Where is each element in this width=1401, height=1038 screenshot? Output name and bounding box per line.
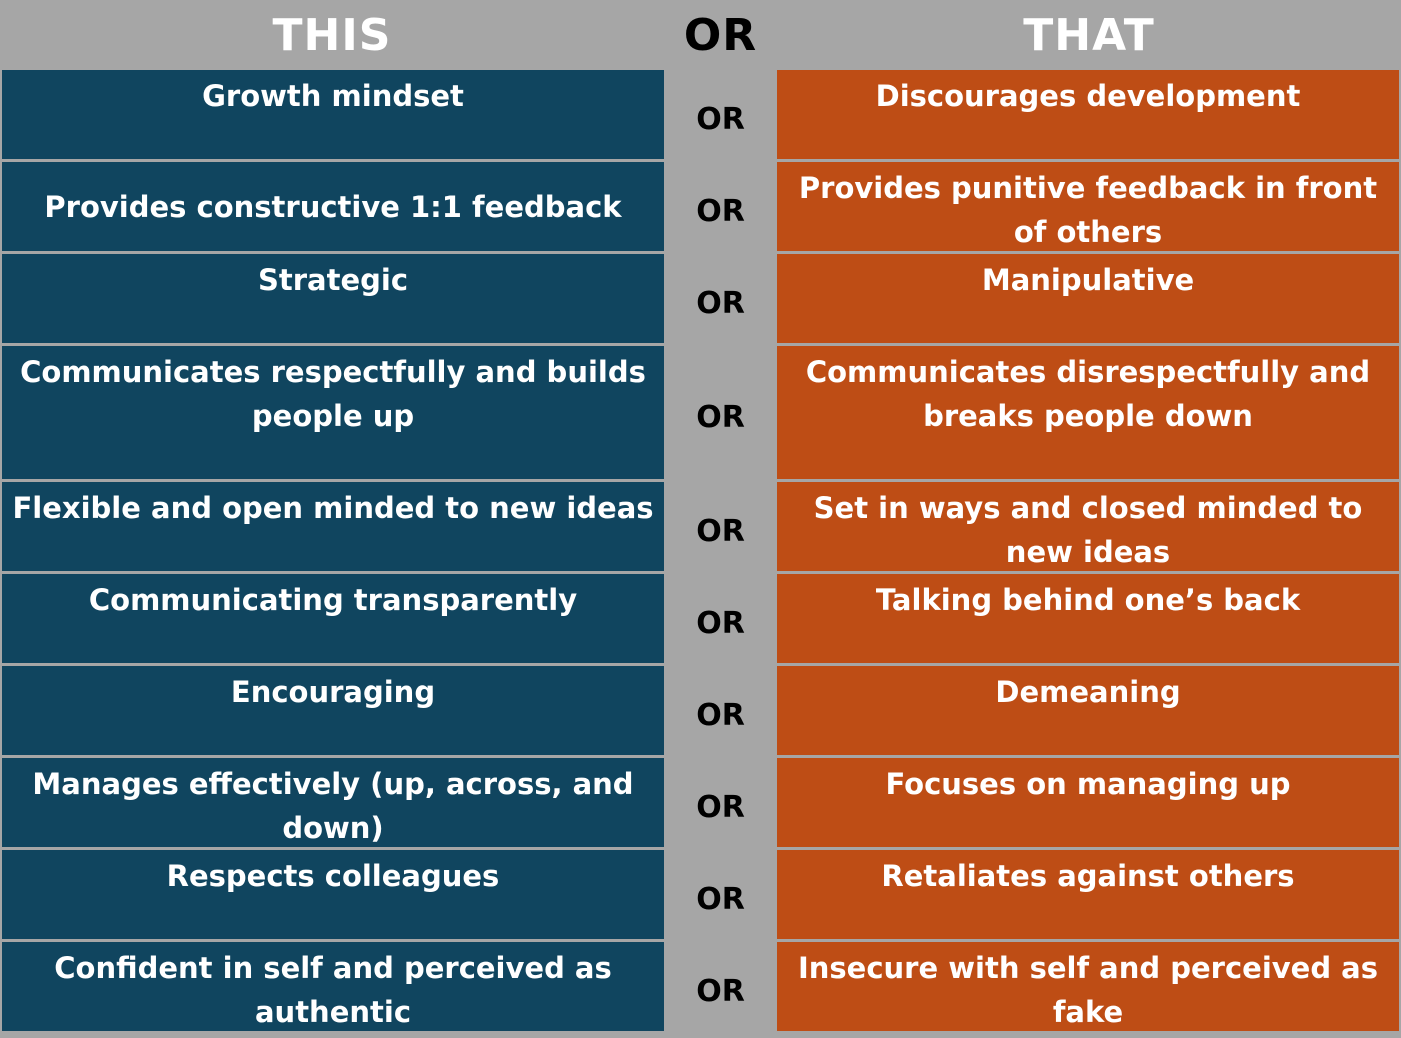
that-cell: Communicates disrespectfully and breaks … bbox=[777, 346, 1399, 482]
this-cell: Communicating transparently bbox=[2, 574, 664, 666]
this-cell: Growth mindset bbox=[2, 70, 664, 162]
that-cell: Retaliates against others bbox=[777, 850, 1399, 942]
that-cell: Insecure with self and perceived as fake bbox=[777, 942, 1399, 1034]
this-cell: Flexible and open minded to new ideas bbox=[2, 482, 664, 574]
or-label: OR bbox=[665, 162, 776, 254]
this-cell: Encouraging bbox=[2, 666, 664, 758]
header-this: THIS bbox=[0, 0, 664, 70]
header-that: THAT bbox=[777, 0, 1401, 70]
this-cell: Communicates respectfully and builds peo… bbox=[2, 346, 664, 482]
that-cell: Discourages development bbox=[777, 70, 1399, 162]
this-cell: Respects colleagues bbox=[2, 850, 664, 942]
that-cell: Manipulative bbox=[777, 254, 1399, 346]
that-cell: Focuses on managing up bbox=[777, 758, 1399, 850]
or-label: OR bbox=[665, 850, 776, 942]
that-cell: Talking behind one’s back bbox=[777, 574, 1399, 666]
or-label: OR bbox=[665, 254, 776, 346]
that-cell: Set in ways and closed minded to new ide… bbox=[777, 482, 1399, 574]
or-label: OR bbox=[665, 758, 776, 850]
or-label: OR bbox=[665, 70, 776, 162]
or-label: OR bbox=[665, 574, 776, 666]
that-cell: Demeaning bbox=[777, 666, 1399, 758]
or-label: OR bbox=[665, 942, 776, 1034]
header-or: OR bbox=[665, 0, 776, 70]
this-cell: Confident in self and perceived as authe… bbox=[2, 942, 664, 1034]
or-label: OR bbox=[665, 346, 776, 482]
or-label: OR bbox=[665, 666, 776, 758]
this-cell: Strategic bbox=[2, 254, 664, 346]
this-cell: Provides constructive 1:1 feedback bbox=[2, 162, 664, 254]
this-cell: Manages effectively (up, across, and dow… bbox=[2, 758, 664, 850]
that-cell: Provides punitive feedback in front of o… bbox=[777, 162, 1399, 254]
or-label: OR bbox=[665, 482, 776, 574]
